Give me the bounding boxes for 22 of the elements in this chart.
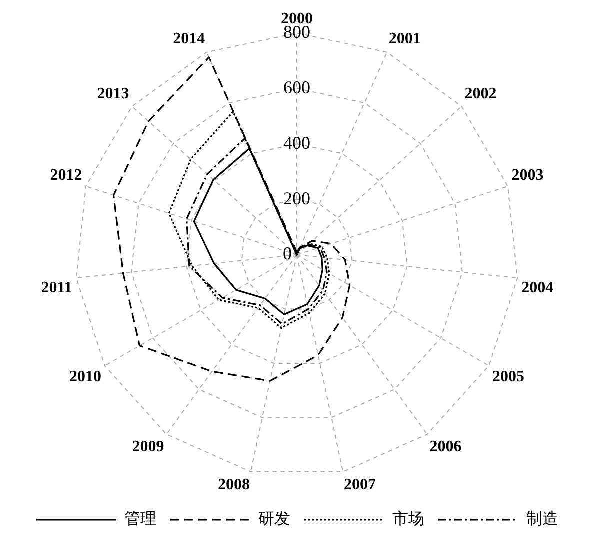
spoke-label: 2003 (512, 166, 544, 184)
legend-label: 制造 (526, 509, 558, 528)
spoke-label: 2005 (492, 368, 525, 386)
spoke-label: 2011 (41, 279, 72, 296)
legend-label: 市场 (392, 509, 424, 528)
spoke-label: 2007 (344, 476, 376, 494)
spoke-label: 2001 (388, 30, 421, 48)
spoke-label: 2012 (50, 166, 82, 184)
spoke-label: 2010 (69, 368, 102, 386)
spoke-label: 2009 (132, 438, 164, 456)
y-tick-label: 400 (284, 132, 310, 153)
y-tick-label: 200 (284, 188, 310, 208)
spoke-label: 2004 (522, 279, 554, 296)
spoke-label: 2006 (430, 438, 462, 456)
spoke-label: 2008 (218, 476, 250, 494)
spoke-label: 2013 (97, 85, 130, 102)
y-tick-label: 0 (283, 244, 292, 264)
spoke-label: 2014 (173, 30, 206, 48)
legend-label: 研发 (258, 509, 290, 528)
legend-label: 管理 (124, 509, 156, 528)
y-tick-label: 600 (284, 77, 310, 98)
spoke-label: 2002 (464, 85, 497, 102)
